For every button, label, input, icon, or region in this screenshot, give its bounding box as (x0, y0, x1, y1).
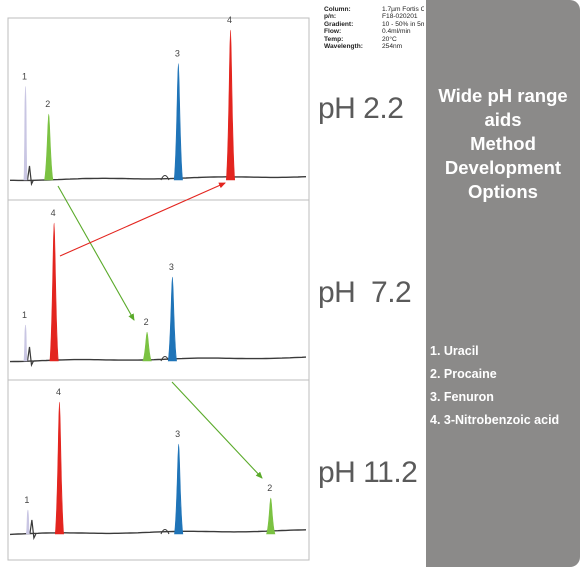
condition-row: Column: 1.7µm Fortis C18 (324, 6, 424, 13)
shift-arrows (57, 182, 263, 479)
condition-row: Flow: 0.4ml/min (324, 28, 424, 35)
peak-label: 3 (169, 262, 174, 272)
condition-value: 20°C (382, 35, 397, 43)
peak-label: 3 (175, 429, 180, 439)
condition-row: Gradient: 10 - 50% in 5min (324, 21, 424, 28)
peak-3-nitrobenzoic-acid (49, 222, 59, 362)
peak-uracil (25, 509, 30, 535)
condition-value: 254nm (382, 43, 403, 51)
peak-uracil (23, 324, 28, 362)
peak-label: 1 (24, 495, 29, 505)
peak-label: 4 (51, 208, 56, 218)
panel-title-line: aids (484, 109, 522, 130)
baseline-artifact (160, 528, 170, 535)
peak-label: 3 (175, 49, 180, 59)
compound-legend: 1. Uracil 2. Procaine 3. Fenuron 4. 3-Nitro… (430, 340, 559, 432)
condition-value: 0.4ml/min (382, 28, 411, 36)
condition-row: p/n: F18-020201 (324, 13, 424, 20)
peak-label: 1 (22, 310, 27, 320)
side-panel: Wide pH range aids Method Development Option… (426, 0, 580, 567)
peak-label: 4 (56, 387, 61, 397)
panel-title-line: Method (470, 133, 536, 154)
condition-value: 1.7µm Fortis C18 (382, 6, 424, 13)
peak-label: 2 (267, 483, 272, 493)
condition-key: Gradient: (324, 20, 354, 28)
injection-disturbance (26, 165, 35, 187)
panel-title-line: Development (444, 157, 562, 178)
peaks (23, 29, 276, 535)
plot-frame (7, 17, 310, 561)
condition-key: Column: (324, 6, 351, 13)
procaine-shift-arrow (57, 185, 135, 321)
peak-label: 2 (144, 317, 149, 327)
legend-item: 4. 3-Nitrobenzoic acid (430, 413, 560, 427)
ph-label-2-2: pH 2.2 (318, 92, 404, 125)
method-conditions: Column:1.7µm Fortis C18p/n:F18-020201Gra… (324, 6, 424, 50)
peak-fenuron (174, 443, 184, 535)
condition-value: F18-020201 (382, 13, 418, 21)
peak-procaine (142, 331, 152, 362)
peak-label: 2 (45, 99, 50, 109)
panel-title-line: Options (468, 181, 538, 202)
peak-label: 1 (22, 71, 27, 81)
legend-item: 2. Procaine (430, 367, 497, 381)
peak-fenuron (173, 63, 183, 181)
baseline-trace (9, 356, 307, 363)
ph-label-7-2: pH 7.2 (318, 276, 412, 309)
condition-key: Flow: (324, 28, 342, 36)
condition-key: p/n: (324, 13, 337, 21)
nitrobenzoic-shift-arrow (59, 182, 226, 257)
condition-value: 10 - 50% in 5min (382, 20, 424, 28)
injection-disturbance (29, 519, 37, 541)
peak-label: 4 (227, 15, 232, 25)
legend-item: 1. Uracil (430, 344, 479, 358)
legend-item: 3. Fenuron (430, 390, 494, 404)
baseline-artifact (160, 174, 170, 181)
peak-3-nitrobenzoic-acid (54, 401, 64, 535)
ph-label-11-2: pH 11.2 (318, 456, 418, 489)
condition-key: Wavelength: (324, 43, 363, 51)
peak-procaine (266, 497, 276, 535)
peak-3-nitrobenzoic-acid (225, 29, 236, 181)
panel-title-line: Wide pH range (438, 85, 568, 106)
condition-row: Wavelength: 254nm (324, 43, 424, 50)
panel-title: Wide pH range aids Method Development Option… (426, 84, 580, 204)
peak-procaine (44, 113, 54, 181)
peak-fenuron (167, 276, 177, 362)
chart-frames (7, 17, 310, 561)
condition-key: Temp: (324, 35, 344, 43)
peak-uracil (23, 86, 28, 181)
condition-row: Temp: 20°C (324, 36, 424, 43)
baseline-trace (10, 176, 307, 182)
baseline-trace (9, 529, 307, 536)
injection-disturbance (26, 346, 35, 368)
procaine-shift-arrow-2 (171, 381, 263, 479)
peak-labels: 1 2 3 4 1 2 3 4 1 2 3 4 (22, 15, 272, 505)
